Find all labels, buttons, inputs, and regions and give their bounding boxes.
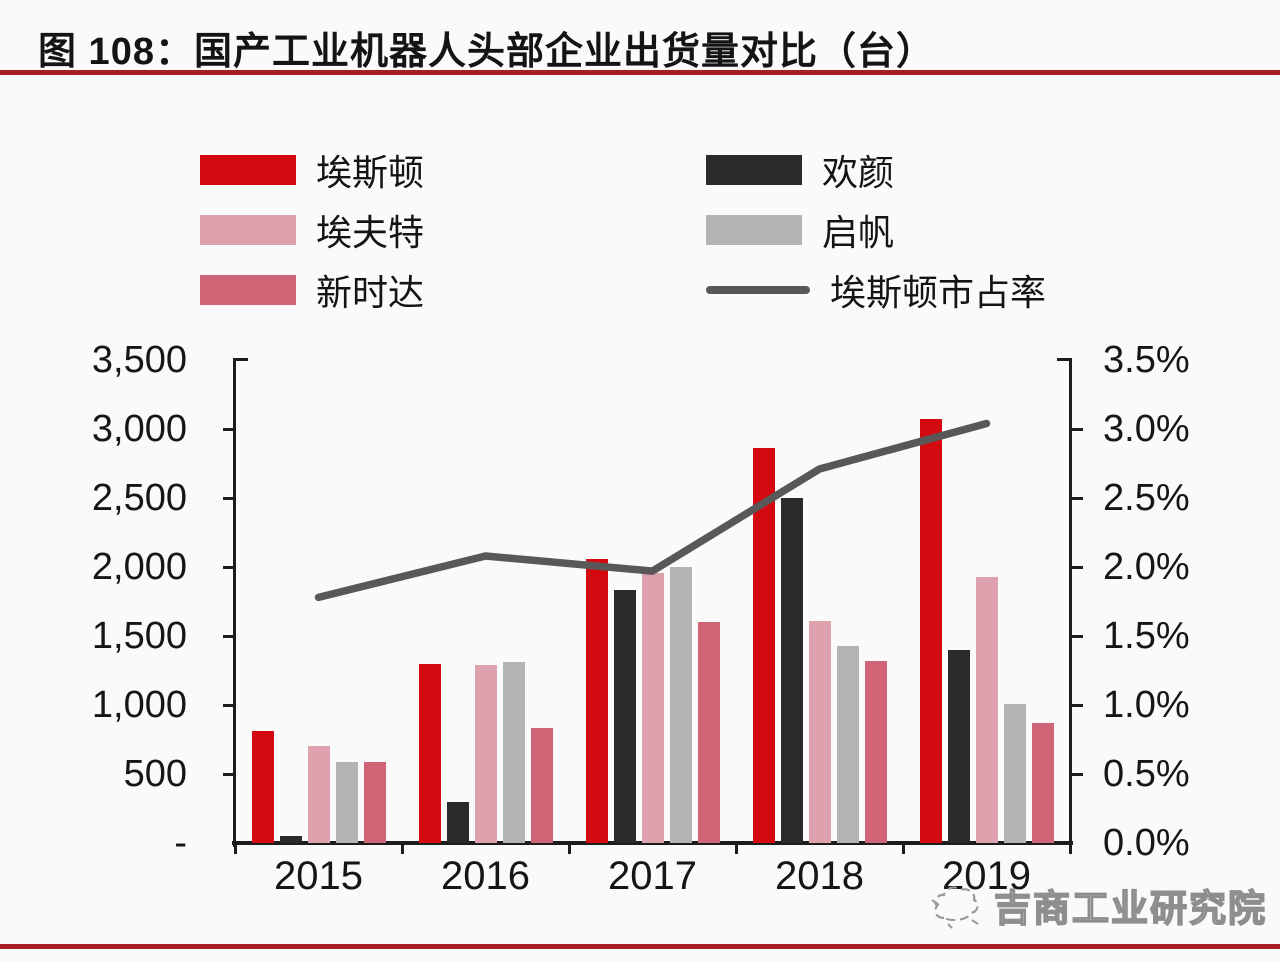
bar-series2-2019: [975, 576, 998, 843]
x-axis-tick: [1069, 845, 1072, 854]
bar-series1-2019: [947, 649, 970, 843]
left-axis-tick-label: -: [174, 822, 187, 864]
x-axis-category-label: 2016: [441, 854, 530, 898]
watermark: 吉商工业研究院: [928, 878, 1267, 932]
x-axis-category-label: 2019: [942, 854, 1031, 898]
bar-series0-2018: [752, 448, 775, 843]
bar-series3-2019: [1003, 703, 1026, 843]
watermark-cloud-icon: [931, 886, 979, 929]
left-axis-tick-label: 1,000: [91, 684, 187, 726]
bar-series2-2018: [808, 620, 831, 843]
bar-series0-2017: [585, 558, 608, 843]
left-axis-tick: [223, 773, 235, 776]
x-axis-tick: [401, 845, 404, 854]
legend-item-label: 埃斯顿市占率: [830, 272, 1047, 313]
x-axis-tick: [234, 845, 237, 854]
x-axis-category-label: 2017: [608, 854, 697, 898]
bar-series1-2015: [279, 836, 302, 843]
bar-series4-2016: [530, 728, 553, 843]
legend-bar-swatch-icon: [200, 215, 296, 245]
legend-item: 启帆: [706, 208, 894, 253]
bar-series3-2018: [836, 645, 859, 843]
bar-series3-2017: [669, 567, 692, 843]
left-axis-tick: [223, 497, 235, 500]
bar-series4-2015: [363, 761, 386, 843]
bar-series3-2015: [335, 761, 358, 843]
right-axis-tick: [1071, 635, 1083, 638]
left-axis-tick-label: 3,000: [91, 408, 187, 450]
right-axis-tick: [1071, 497, 1083, 500]
right-axis-tick-label: 1.0%: [1103, 684, 1190, 726]
legend-item-label: 启帆: [822, 212, 895, 253]
bar-series1-2016: [446, 801, 469, 843]
legend-item-label: 新时达: [316, 272, 425, 313]
left-axis-tick-label: 500: [123, 753, 187, 795]
left-y-axis-line: [233, 358, 236, 847]
bottom-rule-divider: [0, 944, 1280, 949]
legend-bar-swatch-icon: [200, 155, 296, 185]
left-axis-top-cap: [233, 358, 248, 361]
bar-series3-2016: [502, 662, 525, 843]
bar-series4-2018: [864, 660, 887, 843]
legend-item-label: 欢颜: [822, 152, 895, 193]
figure-title: 图 108：国产工业机器人头部企业出货量对比（台）: [38, 31, 935, 73]
legend-item: 埃斯顿: [200, 148, 424, 193]
right-axis-tick-label: 1.5%: [1103, 615, 1190, 657]
title-rule-divider: [0, 70, 1280, 75]
bar-series1-2017: [613, 590, 636, 843]
watermark-text: 吉商工业研究院: [993, 887, 1267, 930]
right-axis-tick: [1071, 566, 1083, 569]
bar-series2-2016: [474, 664, 497, 843]
bar-series1-2018: [780, 498, 803, 843]
left-axis-tick: [223, 566, 235, 569]
bar-series2-2017: [641, 572, 664, 843]
right-axis-tick-label: 2.5%: [1103, 477, 1190, 519]
legend-item: 埃夫特: [200, 208, 424, 253]
left-axis-tick-label: 1,500: [91, 615, 187, 657]
x-axis-tick: [902, 845, 905, 854]
bar-series2-2015: [307, 746, 330, 843]
right-axis-tick: [1071, 704, 1083, 707]
legend-bar-swatch-icon: [706, 215, 802, 245]
bar-series4-2017: [697, 622, 720, 843]
legend-item: 埃斯顿市占率: [706, 268, 1046, 313]
bar-series0-2015: [251, 731, 274, 843]
bar-series0-2019: [919, 419, 942, 843]
right-axis-tick-label: 3.0%: [1103, 408, 1190, 450]
x-axis-category-label: 2018: [775, 854, 864, 898]
left-axis-tick: [223, 428, 235, 431]
legend-item-label: 埃夫特: [316, 212, 425, 253]
legend-item: 新时达: [200, 268, 424, 313]
left-axis-tick: [223, 704, 235, 707]
left-axis-tick: [223, 635, 235, 638]
right-y-axis-line: [1069, 358, 1072, 847]
right-axis-tick: [1071, 773, 1083, 776]
right-axis-tick-label: 2.0%: [1103, 546, 1190, 588]
x-axis-tick: [568, 845, 571, 854]
right-axis-tick-label: 0.5%: [1103, 753, 1190, 795]
legend-line-swatch-icon: [706, 286, 810, 294]
legend-bar-swatch-icon: [706, 155, 802, 185]
left-axis-tick-label: 3,500: [91, 339, 187, 381]
x-axis-line: [232, 841, 1073, 845]
market-share-line-layer: [314, 419, 991, 602]
right-axis-tick-label: 0.0%: [1103, 822, 1190, 864]
x-axis-tick: [735, 845, 738, 854]
left-axis-tick-label: 2,500: [91, 477, 187, 519]
legend-item: 欢颜: [706, 148, 894, 193]
legend-bar-swatch-icon: [200, 275, 296, 305]
left-axis-tick-label: 2,000: [91, 546, 187, 588]
right-axis-tick-label: 3.5%: [1103, 339, 1190, 381]
x-axis-category-label: 2015: [274, 854, 363, 898]
market-share-line: [314, 419, 991, 602]
legend-item-label: 埃斯顿: [316, 152, 425, 193]
right-axis-tick: [1071, 428, 1083, 431]
right-axis-top-cap: [1057, 358, 1072, 361]
bar-series0-2016: [418, 663, 441, 843]
bar-series4-2019: [1031, 722, 1054, 843]
